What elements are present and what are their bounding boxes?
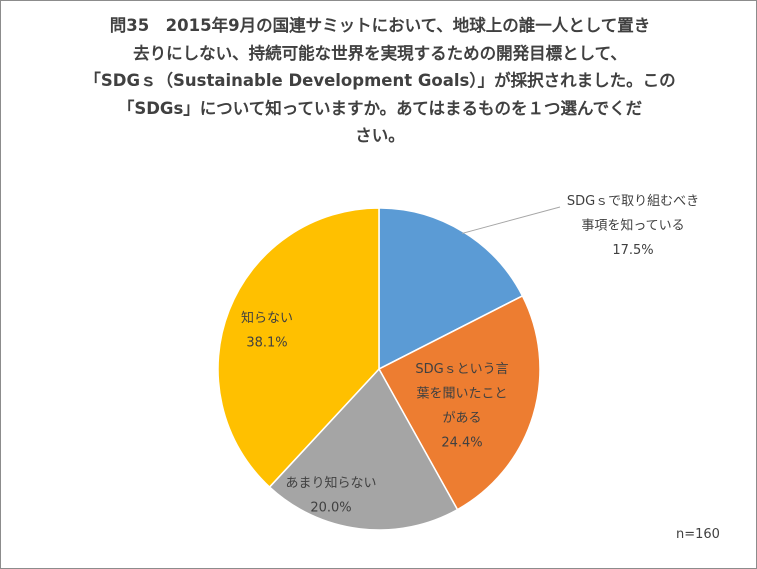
pie-slice-3 bbox=[268, 367, 459, 531]
pie-label-percent: 17.5% bbox=[612, 243, 653, 258]
pie-label-text: がある bbox=[442, 411, 481, 426]
title-line: 「SDGs」について知っていますか。あてはまるものを１つ選んでくだ bbox=[117, 98, 643, 118]
pie-label-percent: 38.1% bbox=[246, 336, 287, 351]
pie-label-text: 知らない bbox=[241, 310, 293, 326]
title-line: 「SDGｓ（Sustainable Development Goals）」が採択… bbox=[84, 71, 676, 90]
pie-label-text: 葉を聞いたこと bbox=[416, 387, 507, 402]
sample-size: n=160 bbox=[676, 527, 720, 542]
pie-label-text: あまり知らない bbox=[285, 475, 376, 491]
pie-slice-1 bbox=[378, 207, 524, 371]
pie-label-text: 事項を知っている bbox=[581, 218, 684, 234]
pie-label-percent: 20.0% bbox=[310, 501, 351, 516]
pie-label-text: SDGｓで取り組むべき bbox=[567, 194, 699, 209]
pie-slices bbox=[217, 207, 541, 531]
title-line: 問35 2015年9月の国連サミットにおいて、地球上の誰一人として置き bbox=[109, 16, 651, 35]
pie-slice-2 bbox=[377, 294, 541, 511]
question-title: 問35 2015年9月の国連サミットにおいて、地球上の誰一人として置き 去りにし… bbox=[40, 12, 720, 150]
pie-slice-4 bbox=[217, 207, 380, 489]
pie-label-percent: 24.4% bbox=[441, 436, 482, 451]
title-line: さい。 bbox=[355, 126, 405, 145]
leader-line bbox=[461, 206, 561, 234]
title-line: 去りにしない、持続可能な世界を実現するための開発目標として、 bbox=[133, 43, 627, 63]
pie-label-text: SDGｓという言 bbox=[415, 362, 508, 377]
